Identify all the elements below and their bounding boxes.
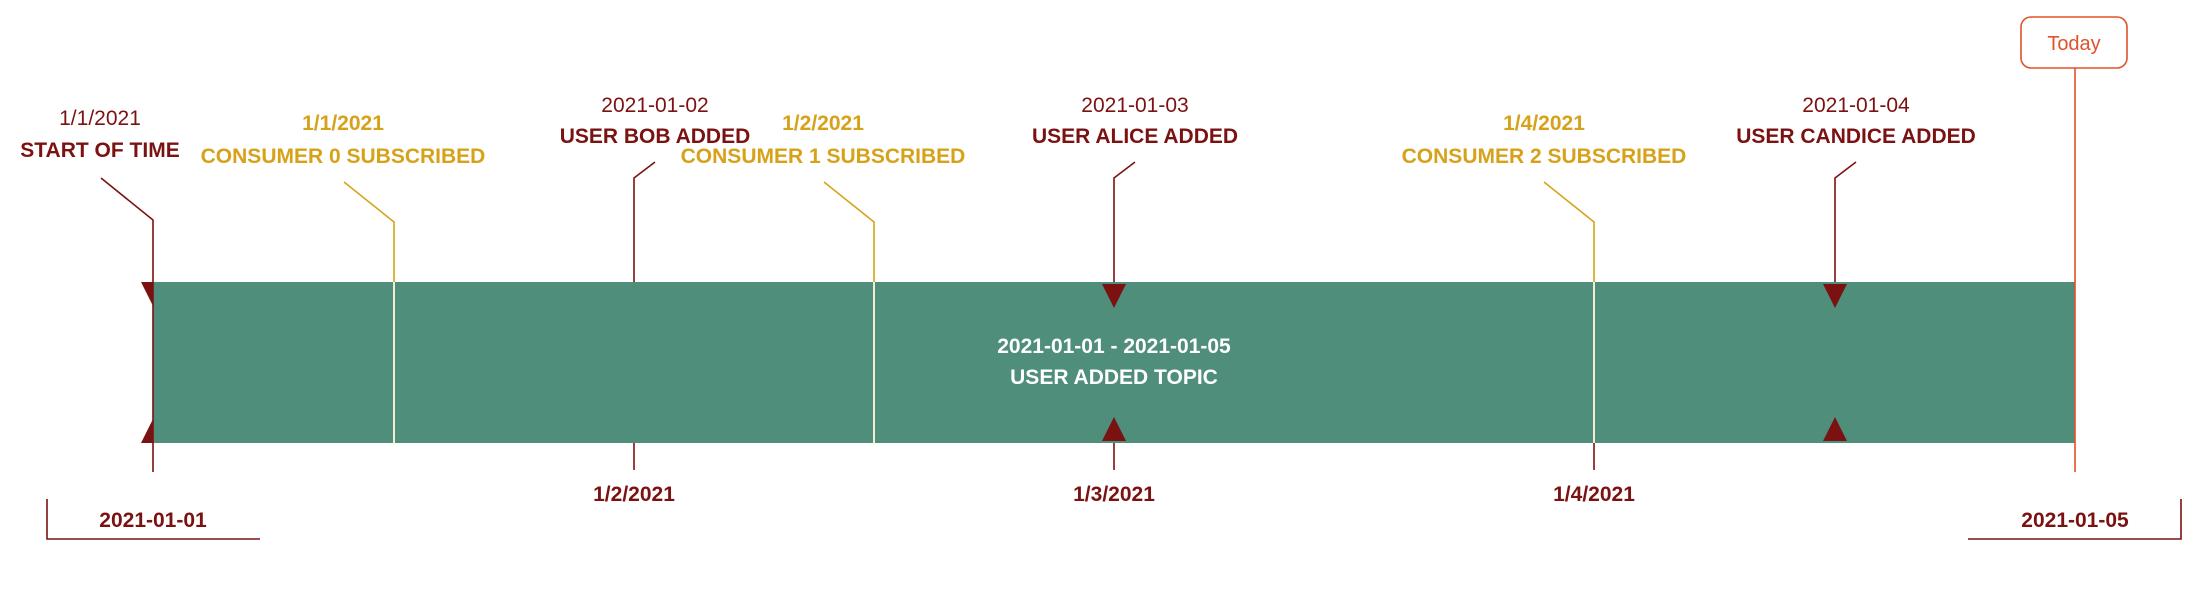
user-alice-date: 2021-01-03 — [1081, 94, 1188, 117]
consumer-0-title: CONSUMER 0 SUBSCRIBED — [201, 145, 486, 168]
consumer-2-leader — [1543, 181, 1595, 282]
user-alice-title: USER ALICE ADDED — [1032, 125, 1238, 148]
start-marker-top — [141, 282, 153, 306]
user-candice-date: 2021-01-04 — [1802, 94, 1910, 117]
candice-marker-top — [1823, 284, 1847, 308]
today-box — [2020, 16, 2128, 69]
range-start-label: 2021-01-01 — [99, 509, 207, 532]
start-title-label: START OF TIME — [20, 139, 179, 162]
consumer-0-date: 1/1/2021 — [302, 112, 384, 135]
start-date-label: 1/1/2021 — [59, 107, 141, 130]
axis-tick-label: 1/2/2021 — [593, 483, 675, 506]
alice-marker-top — [1102, 284, 1126, 308]
today-label: Today — [2047, 33, 2100, 55]
range-end-bracket — [1968, 499, 2182, 540]
candice-marker-bottom — [1823, 417, 1847, 441]
consumer-2-title: CONSUMER 2 SUBSCRIBED — [1402, 145, 1687, 168]
start-marker-bottom — [141, 419, 153, 443]
user-candice-title: USER CANDICE ADDED — [1736, 125, 1976, 148]
user-candice-leader — [1834, 161, 1857, 282]
consumer-1-leader — [823, 181, 875, 282]
user-bob-title: USER BOB ADDED — [560, 125, 751, 148]
range-start-bracket — [46, 499, 260, 540]
user-bob-leader — [633, 161, 656, 282]
alice-marker-bottom — [1102, 417, 1126, 441]
range-end-label: 2021-01-05 — [2021, 509, 2129, 532]
axis-tick-label: 1/4/2021 — [1553, 483, 1635, 506]
consumer-1-title: CONSUMER 1 SUBSCRIBED — [681, 145, 966, 168]
user-alice-leader — [1113, 161, 1136, 282]
consumer-2-date: 1/4/2021 — [1503, 112, 1585, 135]
timeline-band — [153, 282, 2075, 443]
start-leader-line — [100, 177, 154, 472]
user-bob-date: 2021-01-02 — [601, 94, 708, 117]
axis-tick-label: 1/3/2021 — [1073, 483, 1155, 506]
band-topic-label: USER ADDED TOPIC — [1010, 366, 1218, 389]
consumer-1-date: 1/2/2021 — [782, 112, 864, 135]
consumer-0-leader — [343, 181, 395, 282]
band-range-label: 2021-01-01 - 2021-01-05 — [997, 335, 1231, 358]
